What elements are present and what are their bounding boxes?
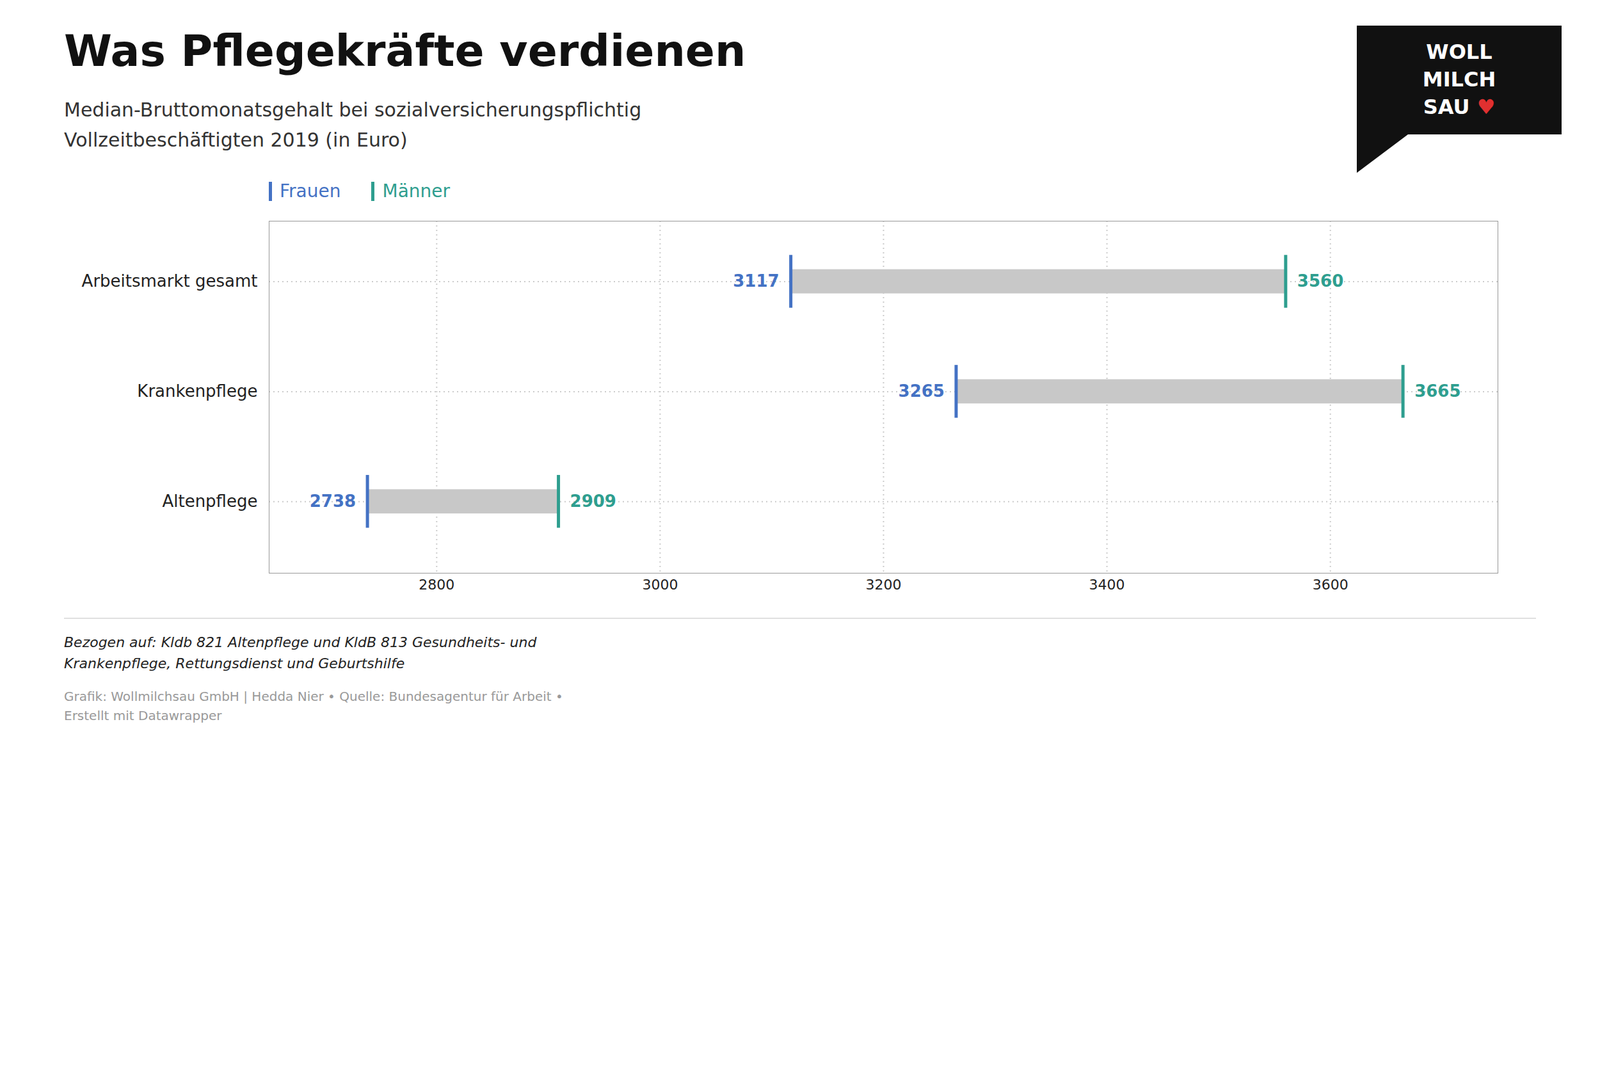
svg-text:2909: 2909 (570, 491, 617, 511)
svg-text:2800: 2800 (418, 576, 455, 593)
svg-text:3200: 3200 (865, 576, 902, 593)
html-text:Frauen: Frauen (279, 180, 341, 202)
svg-text:Arbeitsmarkt gesamt: Arbeitsmarkt gesamt (81, 271, 258, 291)
svg-text:3265: 3265 (898, 381, 945, 401)
html-text:WOLL: WOLL (1426, 39, 1493, 64)
html-text:Bezogen auf: Kldb 821 Altenpfl: Bezogen auf: Kldb 821 Altenpflege und Kl… (64, 634, 537, 672)
html-text:Was Pflegekräfte verdienen: Was Pflegekräfte verdienen (64, 25, 746, 77)
html-text:SAU ♥: SAU ♥ (1423, 94, 1496, 120)
html-text:Grafik: Wollmilchsau GmbH | He: Grafik: Wollmilchsau GmbH | Hedda Nier •… (64, 688, 564, 724)
html-text:Männer: Männer (382, 180, 450, 202)
svg-text:Krankenpflege: Krankenpflege (136, 381, 258, 401)
svg-text:3117: 3117 (732, 271, 779, 291)
svg-text:3560: 3560 (1297, 271, 1344, 291)
html-text:MILCH: MILCH (1422, 67, 1496, 92)
svg-text:2738: 2738 (309, 491, 356, 511)
svg-text:Altenpflege: Altenpflege (161, 491, 258, 511)
svg-text:3600: 3600 (1312, 576, 1349, 593)
svg-text:3400: 3400 (1089, 576, 1126, 593)
svg-text:3665: 3665 (1414, 381, 1461, 401)
svg-text:3000: 3000 (641, 576, 678, 593)
html-text:Median-Bruttomonatsgehalt bei: Median-Bruttomonatsgehalt bei sozialvers… (64, 98, 642, 151)
